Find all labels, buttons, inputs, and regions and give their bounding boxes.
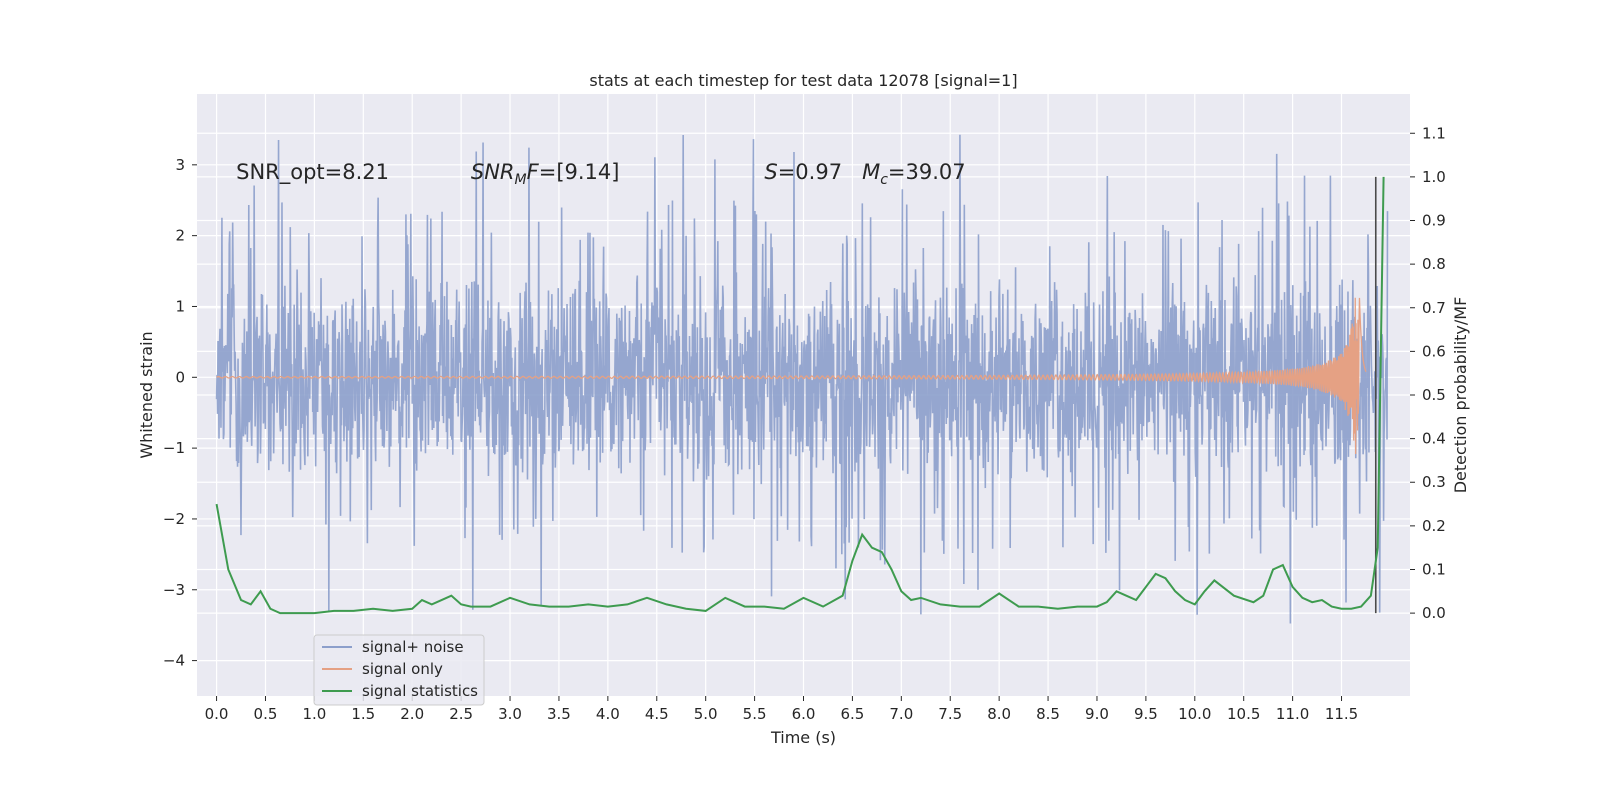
y2-axis-label: Detection probability/MF (1451, 297, 1470, 494)
y2-tick-label: 0.0 (1422, 604, 1446, 622)
x-tick-label: 8.0 (987, 705, 1011, 723)
x-tick-label: 0.0 (205, 705, 229, 723)
x-tick-label: 6.0 (792, 705, 816, 723)
x-tick-label: 9.5 (1134, 705, 1158, 723)
y2-tick-label: 0.7 (1422, 299, 1446, 317)
annotation-value: =[9.14] (539, 160, 620, 184)
legend: signal+ noise signal only signal statistic… (313, 634, 485, 706)
y2-tick-label: 0.4 (1422, 430, 1446, 448)
y2-tick-label: 0.3 (1422, 473, 1446, 491)
y-tick-label: −4 (163, 652, 185, 670)
y2-tick-label: 1.1 (1422, 124, 1446, 142)
y2-tick-label: 0.9 (1422, 212, 1446, 230)
y2-tick-label: 0.5 (1422, 386, 1446, 404)
x-tick-label: 9.0 (1085, 705, 1109, 723)
y2-tick-label: 0.8 (1422, 255, 1446, 273)
x-tick-label: 7.5 (938, 705, 962, 723)
annotation-mc-symbol: M (862, 160, 880, 184)
y2-tick-label: 1.0 (1422, 168, 1446, 186)
x-tick-label: 8.5 (1036, 705, 1060, 723)
x-tick-label: 5.0 (694, 705, 718, 723)
x-tick-label: 7.0 (889, 705, 913, 723)
x-tick-label: 3.0 (498, 705, 522, 723)
annotation-snr-mf: SNRMF=[9.14] (471, 160, 620, 188)
y2-tick-label: 0.1 (1422, 560, 1446, 578)
annotations: SNR_opt=8.21 SNRMF=[9.14] S=0.97 Mc=39.07 (236, 160, 966, 188)
series-signal-noise (215, 134, 1389, 624)
annotation-snr-part: SNR (471, 160, 515, 184)
y-tick-label: −2 (163, 510, 185, 528)
y2-tick-label: 0.2 (1422, 517, 1446, 535)
y-tick-label: 2 (175, 227, 185, 245)
y-tick-label: 3 (175, 156, 185, 174)
annotation-s-mc: S=0.97 Mc=39.07 (764, 160, 965, 188)
annotation-snr-part: F (527, 160, 540, 184)
x-tick-label: 2.0 (400, 705, 424, 723)
x-tick-label: 10.0 (1178, 705, 1211, 723)
y-axis-label: Whitened strain (137, 331, 156, 458)
annotation-s-symbol: S (764, 160, 777, 184)
x-axis-label: Time (s) (770, 728, 836, 747)
x-tick-label: 3.5 (547, 705, 571, 723)
x-tick-label: 0.5 (254, 705, 278, 723)
y2-tick-label: 0.6 (1422, 342, 1446, 360)
annotation-subscript: c (880, 172, 888, 188)
x-tick-label: 6.5 (840, 705, 864, 723)
x-tick-label: 1.0 (302, 705, 326, 723)
legend-label: signal statistics (362, 682, 478, 700)
series-signal-statistics (215, 176, 1385, 615)
x-tick-label: 10.5 (1227, 705, 1260, 723)
x-tick-label: 11.0 (1276, 705, 1309, 723)
annotation-snr-opt: SNR_opt=8.21 (236, 160, 389, 185)
y-tick-label: −1 (163, 439, 185, 457)
legend-label: signal only (362, 660, 443, 678)
x-tick-label: 1.5 (351, 705, 375, 723)
legend-label: signal+ noise (362, 638, 464, 656)
y-tick-label: −3 (163, 581, 185, 599)
annotation-subscript: M (515, 172, 527, 188)
legend-box (313, 634, 485, 706)
x-tick-label: 11.5 (1325, 705, 1358, 723)
annotation-value: =0.97 (778, 160, 862, 184)
y-tick-label: 0 (175, 368, 185, 386)
annotation-value: =39.07 (888, 160, 966, 184)
x-tick-label: 4.5 (645, 705, 669, 723)
axes: 0.0 0.5 1.0 1.5 2.0 2.5 3.0 3.5 4.0 4.5 5.0 5.5 6.0 6… (163, 124, 1446, 723)
x-tick-label: 2.5 (449, 705, 473, 723)
data-layer (215, 134, 1389, 624)
y-tick-label: 1 (175, 297, 185, 315)
x-tick-label: 4.0 (596, 705, 620, 723)
chart-title: stats at each timestep for test data 120… (589, 71, 1017, 90)
x-tick-label: 5.5 (743, 705, 767, 723)
series-signal-only (216, 297, 1367, 455)
